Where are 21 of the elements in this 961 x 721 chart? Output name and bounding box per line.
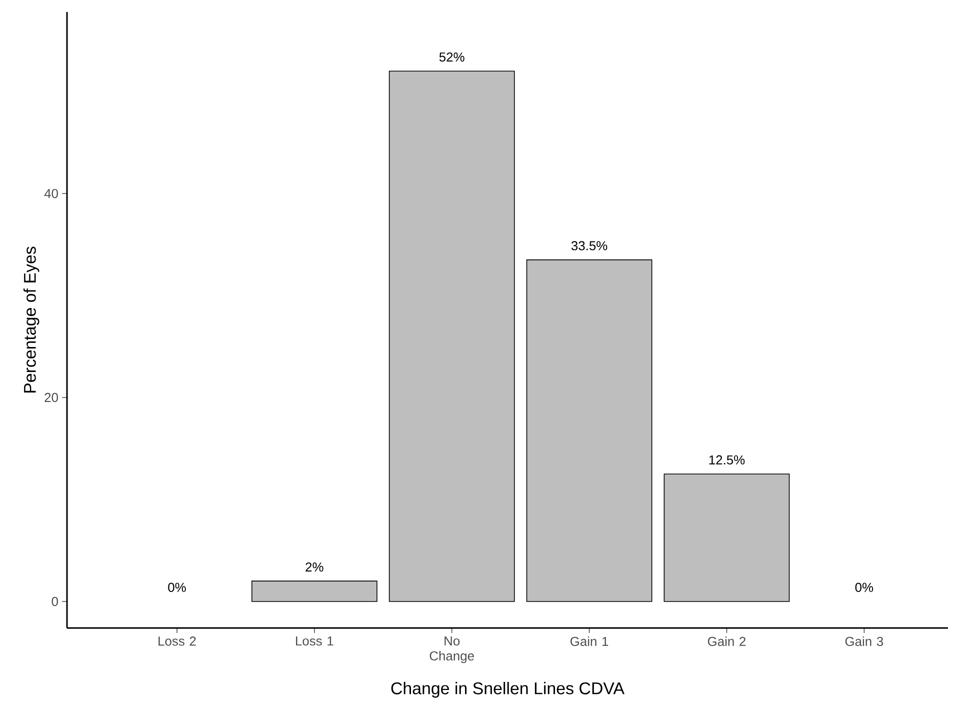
data-label: 0%: [855, 582, 874, 592]
x-tick-label: Gain 2: [708, 636, 746, 646]
y-tick-label: 0: [52, 596, 58, 606]
bar: [526, 259, 652, 602]
data-label: 12.5%: [709, 455, 745, 464]
data-label: 33.5%: [571, 241, 608, 250]
data-label: 2%: [306, 562, 324, 572]
data-label: 0%: [168, 582, 186, 592]
x-tick-label: Loss 1: [296, 636, 334, 646]
data-label: 52%: [439, 52, 464, 62]
y-tick-label: 20: [44, 392, 58, 402]
x-tick-label: Gain 3: [845, 636, 884, 646]
bar: [251, 580, 378, 602]
bar: [664, 474, 790, 602]
y-axis-title: Percentage of Eyes: [23, 246, 40, 393]
x-tick-label: No Change: [430, 636, 474, 664]
x-tick-label: Loss 2: [158, 636, 196, 646]
x-axis-title: Change in Snellen Lines CDVA: [391, 682, 624, 698]
x-tick-label: Gain 1: [570, 636, 608, 646]
bar: [388, 70, 515, 602]
y-tick-label: 40: [44, 188, 58, 198]
